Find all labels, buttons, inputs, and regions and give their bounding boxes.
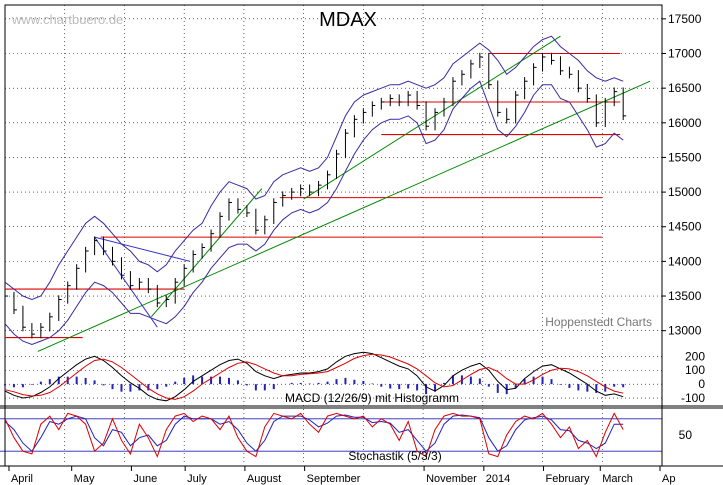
bollinger-lower bbox=[4, 80, 624, 346]
trend-lines bbox=[37, 35, 651, 352]
price-tick-label: 17000 bbox=[668, 47, 702, 61]
grid-lines bbox=[0, 5, 662, 462]
chart-title: MDAX bbox=[319, 9, 377, 31]
trend-line bbox=[150, 188, 263, 318]
trend-line bbox=[303, 35, 561, 200]
price-tick-label: 14000 bbox=[668, 254, 702, 268]
macd-tick-label: 100 bbox=[685, 363, 705, 377]
axis-labels: 13000 13500 14000 14500 15000 15500 16000 16500… bbox=[8, 12, 705, 485]
stochastic-label: Stochastik (5/3/3) bbox=[348, 449, 441, 463]
price-bars bbox=[4, 52, 627, 339]
x-tick-label: August bbox=[247, 473, 281, 485]
price-tick-label: 16000 bbox=[668, 116, 702, 130]
x-tick-label: November bbox=[426, 473, 477, 485]
macd-tick-label: -100 bbox=[681, 391, 705, 405]
stoch-tick-label: 50 bbox=[679, 428, 693, 442]
watermark: www.chartbuero.de bbox=[11, 12, 123, 27]
x-tick-label: May bbox=[74, 473, 95, 485]
price-tick-label: 17500 bbox=[668, 12, 702, 26]
macd-tick-label: 200 bbox=[685, 349, 705, 363]
price-tick-label: 13000 bbox=[668, 324, 702, 338]
down-trend-line bbox=[94, 236, 158, 328]
stoch-d-line bbox=[4, 414, 624, 452]
down-trend-line bbox=[94, 236, 191, 262]
panel-frames bbox=[0, 4, 723, 467]
bollinger-bands bbox=[4, 35, 624, 346]
macd-indicator bbox=[4, 351, 625, 402]
x-tick-label: September bbox=[307, 473, 361, 485]
price-tick-label: 13500 bbox=[668, 289, 702, 303]
stoch-k-line bbox=[4, 412, 624, 458]
trend-line bbox=[37, 80, 651, 352]
x-tick-label: 2014 bbox=[486, 473, 510, 485]
macd-line bbox=[4, 351, 624, 402]
price-tick-label: 15500 bbox=[668, 150, 702, 164]
x-tick-label: April bbox=[11, 473, 33, 485]
price-tick-label: 16500 bbox=[668, 81, 702, 95]
x-tick-label: June bbox=[133, 473, 157, 485]
x-tick-label: July bbox=[187, 473, 207, 485]
bollinger-upper bbox=[4, 35, 624, 301]
macd-signal-line bbox=[4, 353, 624, 400]
x-tick-label: Ap bbox=[662, 473, 675, 485]
credit-label: Hoppenstedt Charts bbox=[545, 315, 652, 329]
x-tick-label: February bbox=[546, 473, 591, 485]
macd-label: MACD (12/26/9) mit Histogramm bbox=[285, 391, 459, 405]
macd-tick-label: 0 bbox=[698, 377, 705, 391]
price-tick-label: 14500 bbox=[668, 220, 702, 234]
x-tick-label: March bbox=[602, 473, 633, 485]
price-tick-label: 15000 bbox=[668, 185, 702, 199]
stochastic-indicator bbox=[4, 412, 624, 458]
